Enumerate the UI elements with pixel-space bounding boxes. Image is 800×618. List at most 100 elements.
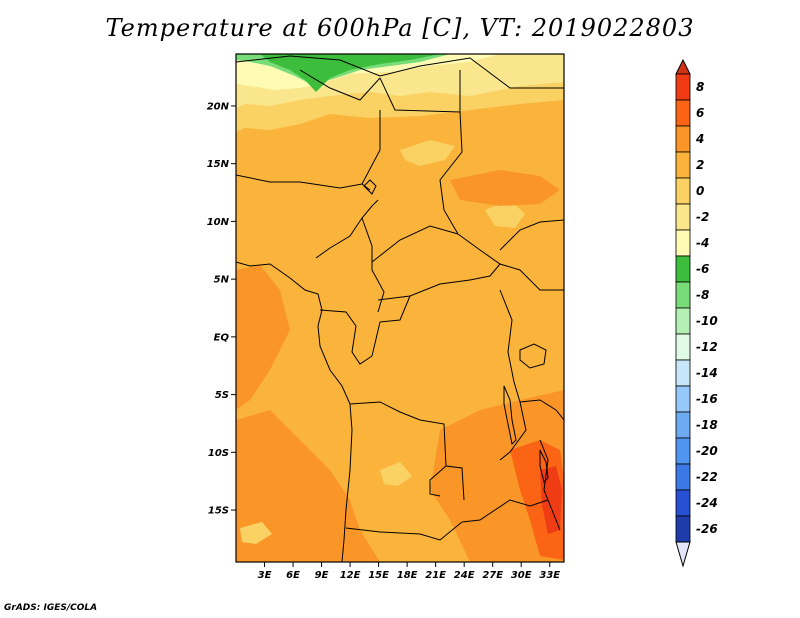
colorbar-level-label: 0 xyxy=(696,184,704,198)
colorbar-level-label: -8 xyxy=(696,288,709,302)
lon-tick-label: 24E xyxy=(454,570,475,581)
colorbar-level-label: -20 xyxy=(696,444,718,458)
border-car-drc xyxy=(377,263,501,301)
lon-tick-label: 15E xyxy=(368,570,389,581)
lat-tick-label: 20N xyxy=(207,101,230,112)
colorbar-segment xyxy=(675,255,691,283)
colorbar-segment xyxy=(675,463,691,491)
colorbar-segment xyxy=(675,411,691,439)
colorbar-level-label: -18 xyxy=(696,418,718,432)
colorbar-segment xyxy=(675,307,691,335)
colorbar-level-label: -6 xyxy=(696,262,709,276)
lake-tanganyika xyxy=(503,385,517,446)
colorbar-level-label: -24 xyxy=(696,496,718,510)
colorbar-level-label: 4 xyxy=(695,132,704,146)
border-niger-chad xyxy=(361,110,381,185)
lon-tick-label: 18E xyxy=(397,570,418,581)
map-title: Temperature at 600hPa [C], VT: 201902280… xyxy=(105,14,695,42)
colorbar-segment xyxy=(675,333,691,361)
lat-tick-label: 5S xyxy=(215,390,229,401)
border-angola-namibia xyxy=(345,521,463,541)
border-chad-car xyxy=(371,225,459,263)
colorbar-level-label: -10 xyxy=(696,314,718,328)
colorbar-level-label: -12 xyxy=(696,340,718,354)
lat-tick-label: 15N xyxy=(207,159,230,170)
colorbar-segment xyxy=(675,125,691,153)
colorbar: 8 6 4 2 0 -2 -4 -6 -8 -10 -12 -14 -16 -18 -20 -22 -24 -26 xyxy=(675,58,718,568)
lon-tick-label: 9E xyxy=(315,570,329,581)
border-zambia-zimbabwe xyxy=(461,499,549,523)
colorbar-level-label: -2 xyxy=(696,210,709,224)
lat-tick-label: EQ xyxy=(214,332,230,343)
lon-tick-label: 12E xyxy=(340,570,361,581)
field-band-4to6-central xyxy=(236,265,290,410)
temperature-field xyxy=(236,54,564,562)
colorbar-segment xyxy=(675,177,691,205)
colorbar-level-label: -14 xyxy=(696,366,718,380)
lon-tick-label: 3E xyxy=(258,570,272,581)
colorbar-segment xyxy=(675,151,691,179)
lon-tick-label: 6E xyxy=(286,570,300,581)
lat-tick-label: 10N xyxy=(207,217,230,228)
border-libya-chad xyxy=(379,70,461,113)
field-patch-south xyxy=(380,462,412,486)
border-gabon-congo xyxy=(319,309,381,365)
field-band-green-core xyxy=(260,54,440,92)
border-mozambique xyxy=(539,439,561,531)
field-patch-southwest xyxy=(240,522,272,544)
colorbar-level-label: -16 xyxy=(696,392,718,406)
lon-tick-label: 27E xyxy=(482,570,503,581)
colorbar-segment xyxy=(675,385,691,413)
colorbar-segment xyxy=(675,489,691,517)
credit-label: GrADS: IGES/COLA xyxy=(4,603,98,613)
colorbar-segment xyxy=(675,73,691,101)
border-nigeria-cameroon xyxy=(315,199,379,259)
colorbar-segment xyxy=(675,229,691,257)
colorbar-segment xyxy=(675,515,691,543)
coastline-west xyxy=(236,261,353,562)
field-band-over8 xyxy=(540,466,562,534)
field-band-4to6-south xyxy=(236,410,380,562)
colorbar-bottom-arrow xyxy=(675,541,691,568)
lat-tick-label: 5N xyxy=(214,275,230,286)
border-drc-angola xyxy=(349,401,465,501)
colorbar-segment xyxy=(675,99,691,127)
lat-tick-label: 10S xyxy=(208,448,229,459)
political-boundaries xyxy=(236,55,564,562)
border-sudan-south xyxy=(457,233,564,291)
lake-chad xyxy=(363,179,377,195)
colorbar-level-label: -26 xyxy=(696,522,718,536)
border-niger-nigeria xyxy=(236,174,371,191)
lon-tick-label: 30E xyxy=(511,570,532,581)
plot-frame xyxy=(235,53,565,563)
border-tanzania xyxy=(519,399,564,421)
colorbar-level-label: 8 xyxy=(696,80,704,94)
field-band-4to6-sahara xyxy=(450,170,560,206)
lat-tick-label: 15S xyxy=(208,506,229,517)
colorbar-segment xyxy=(675,203,691,231)
colorbar-level-label: -22 xyxy=(696,470,718,484)
border-ethiopia xyxy=(499,219,564,251)
colorbar-level-label: 6 xyxy=(696,106,704,120)
lake-nyasa xyxy=(539,449,549,483)
border-algeria-niger xyxy=(299,69,381,101)
latitude-axis: 20N 15N 10N 5N EQ 5S 10S 15S xyxy=(207,101,236,517)
border-angola-zambia xyxy=(429,465,447,497)
border-chad-sudan xyxy=(439,111,463,235)
colorbar-level-label: -4 xyxy=(696,236,709,250)
border-drc-east xyxy=(499,289,527,461)
colorbar-top-arrow xyxy=(675,58,691,75)
border-congo-drc xyxy=(379,295,411,323)
longitude-axis: 3E 6E 9E 12E 15E 18E 21E 24E 27E 30E 33E xyxy=(258,562,560,581)
colorbar-segment xyxy=(675,281,691,309)
border-sahara-north xyxy=(236,55,564,89)
lake-victoria xyxy=(519,343,547,369)
border-cameroon-car xyxy=(361,217,385,313)
field-patch-east xyxy=(485,200,525,228)
field-patch-sahel xyxy=(400,140,455,166)
lon-tick-label: 33E xyxy=(539,570,560,581)
colorbar-level-label: 2 xyxy=(696,158,704,172)
colorbar-segment xyxy=(675,359,691,387)
colorbar-segment xyxy=(675,437,691,465)
